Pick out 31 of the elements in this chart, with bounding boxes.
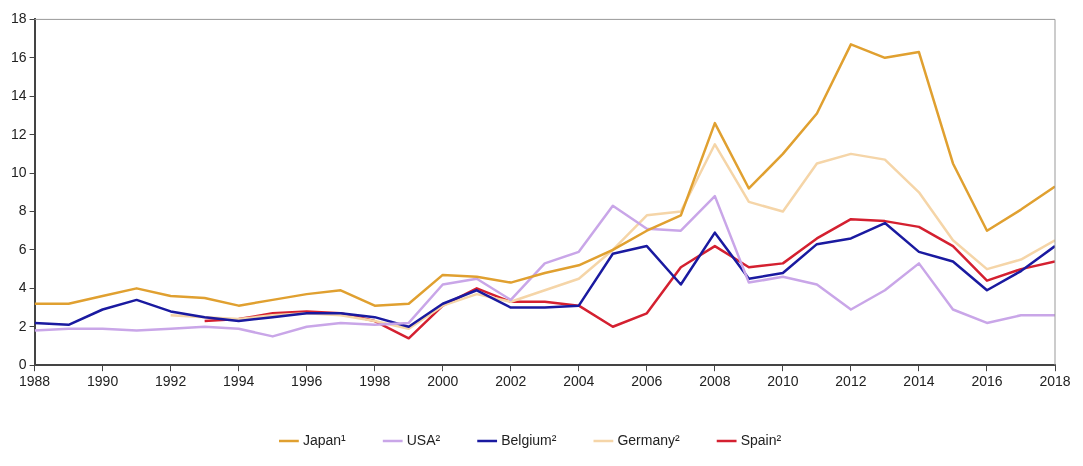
y-tick-label: 2 — [18, 317, 27, 334]
y-tick-label: 14 — [10, 87, 27, 104]
x-tick-label: 1994 — [223, 373, 255, 390]
x-tick-label: 1998 — [359, 373, 391, 390]
y-tick-label: 10 — [10, 163, 27, 180]
x-tick-label: 1990 — [87, 373, 119, 390]
x-tick-label: 2014 — [903, 373, 935, 390]
x-tick-label: 2016 — [971, 373, 1003, 390]
y-tick-label: 18 — [10, 10, 27, 27]
x-tick-label: 2006 — [631, 373, 663, 390]
y-tick-label: 8 — [18, 202, 27, 219]
legend-label: Japan¹ — [302, 431, 347, 448]
legend-label: Spain² — [740, 431, 782, 448]
x-tick-label: 2000 — [427, 373, 459, 390]
y-tick-label: 4 — [18, 279, 27, 296]
x-tick-label: 1988 — [18, 373, 51, 390]
y-tick-label: 0 — [18, 356, 27, 373]
y-tick-label: 12 — [10, 125, 27, 142]
y-tick-label: 6 — [18, 240, 27, 257]
y-tick-label: 16 — [10, 48, 27, 65]
legend-label: Belgium² — [501, 431, 557, 448]
x-tick-label: 2018 — [1039, 373, 1071, 390]
x-tick-label: 1992 — [155, 373, 187, 390]
x-tick-label: 2004 — [563, 373, 595, 390]
legend-label: Germany² — [617, 431, 680, 448]
x-tick-label: 2010 — [767, 373, 799, 390]
x-tick-label: 1996 — [291, 373, 323, 390]
legend-label: USA² — [406, 431, 441, 448]
x-tick-label: 2012 — [835, 373, 867, 390]
x-tick-label: 2002 — [495, 373, 527, 390]
x-tick-label: 2008 — [699, 373, 731, 390]
